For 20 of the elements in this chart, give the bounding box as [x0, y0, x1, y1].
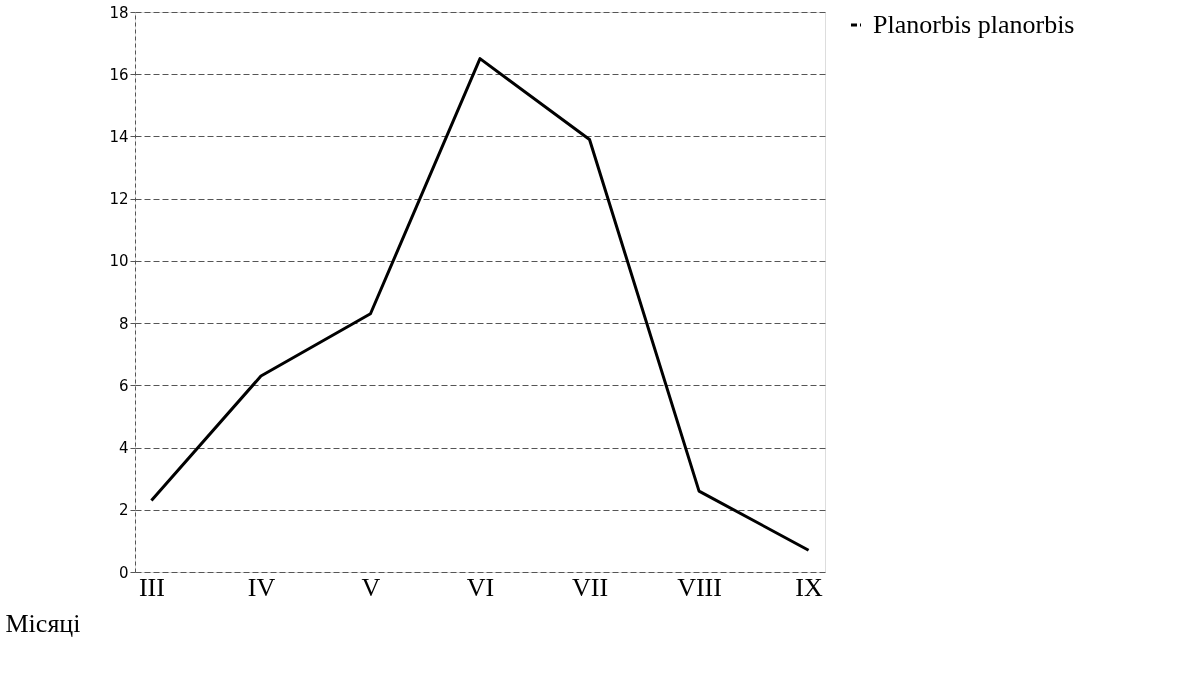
y-tick-label: 0	[118, 563, 129, 582]
y-tick-label: 18	[109, 3, 129, 22]
y-tick-label: 16	[109, 65, 129, 84]
x-tick-label: III	[138, 572, 165, 602]
legend-label: Planorbis planorbis	[873, 10, 1075, 39]
y-tick-label: 14	[109, 127, 129, 146]
x-axis-title: Місяці	[5, 608, 81, 638]
x-tick-label: IX	[795, 572, 824, 602]
y-tick-label: 8	[118, 314, 129, 333]
y-tick-label: 12	[109, 190, 129, 209]
x-tick-label: VII	[571, 572, 609, 602]
y-tick-label: 10	[109, 252, 129, 271]
line-series	[149, 57, 811, 552]
y-tick-label: 2	[118, 501, 129, 520]
x-tick-label: VIII	[677, 572, 722, 602]
x-tick-label: IV	[247, 572, 276, 602]
y-tick-label: 4	[118, 439, 129, 458]
x-tick-label: V	[361, 572, 381, 602]
x-tick-label: VI	[466, 572, 495, 602]
y-tick-label: 6	[118, 376, 129, 395]
